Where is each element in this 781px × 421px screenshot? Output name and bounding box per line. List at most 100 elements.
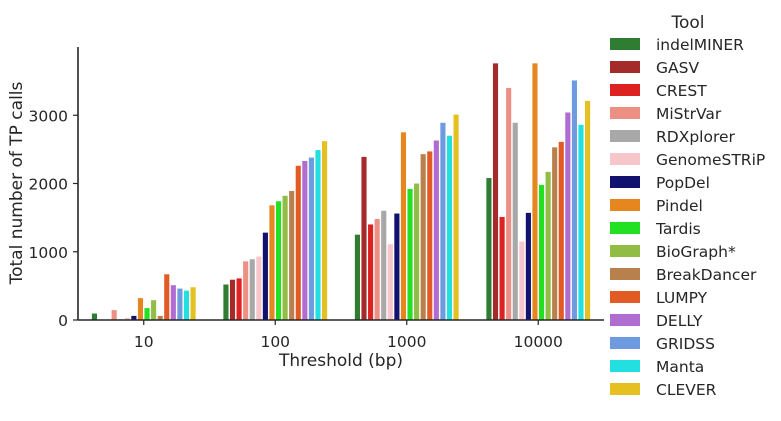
x-axis-label: Threshold (bp) (278, 351, 403, 371)
y-axis-label: Total number of TP calls (7, 81, 27, 285)
legend-label: Pindel (656, 197, 703, 215)
bar-lumpy-10000 (558, 141, 564, 320)
legend-swatch (610, 222, 640, 234)
bar-popdel-1000 (394, 213, 400, 320)
bar-gridss-1000 (440, 122, 446, 320)
bar-pindel-10 (137, 298, 144, 320)
x-tick-label: 10000 (514, 333, 563, 351)
x-tick-label: 1000 (387, 333, 426, 351)
bar-biograph--10 (151, 300, 157, 320)
bar-lumpy-10 (164, 274, 170, 320)
bar-tardis-1000 (407, 188, 413, 320)
legend-label: Tardis (655, 220, 701, 238)
legend-label: GenomeSTRiP (656, 151, 765, 169)
bar-breakdancer-1000 (420, 154, 426, 320)
bar-manta-100 (315, 150, 321, 320)
bar-breakdancer-10000 (552, 147, 558, 320)
legend-swatch (610, 176, 640, 188)
bar-clever-100 (322, 141, 328, 320)
bar-tardis-10000 (538, 184, 545, 320)
bar-crest-100 (236, 278, 242, 320)
bar-clever-1000 (453, 114, 459, 320)
y-ticks-layer: 0 1000 2000 3000 (29, 107, 78, 330)
bar-genomestrip-10 (124, 317, 130, 320)
legend-swatch (610, 314, 640, 326)
bar-indelminer-1000 (354, 234, 360, 320)
bar-breakdancer-10 (157, 315, 163, 320)
bar-rdxplorer-100 (249, 259, 255, 320)
bar-delly-1000 (433, 140, 439, 320)
x-ticks-layer: 10 100 1000 10000 (134, 320, 563, 351)
bar-pindel-10000 (532, 63, 538, 320)
bar-mistrvar-1000 (374, 218, 380, 320)
legend-label: Manta (656, 358, 704, 376)
legend-label: BioGraph* (656, 243, 736, 261)
bar-mistrvar-100 (243, 261, 249, 320)
bar-lumpy-100 (295, 165, 301, 320)
bar-gasv-1000 (361, 156, 367, 320)
legend: indelMINER GASV CREST MiStrVar RDXplorer Geno… (610, 36, 765, 399)
bar-pindel-1000 (400, 132, 407, 320)
legend-swatch (610, 337, 640, 349)
bar-rdxplorer-1000 (381, 210, 387, 320)
bar-genomestrip-1000 (387, 244, 393, 320)
bar-indelminer-10 (91, 313, 97, 320)
bar-gridss-10000 (571, 80, 577, 320)
bar-manta-10000 (578, 124, 584, 320)
legend-swatch (610, 107, 640, 119)
bar-gridss-10 (177, 288, 183, 320)
legend-swatch (610, 268, 640, 280)
bar-indelminer-10000 (486, 178, 492, 320)
legend-label: LUMPY (656, 289, 708, 307)
legend-label: GRIDSS (656, 335, 715, 353)
legend-swatch (610, 383, 640, 395)
bar-tardis-10 (144, 308, 150, 320)
legend-swatch (610, 360, 640, 372)
legend-label: CREST (656, 82, 707, 100)
bar-biograph--100 (282, 195, 288, 320)
legend-swatch (610, 153, 640, 165)
bar-clever-10000 (585, 100, 591, 320)
bar-gridss-100 (308, 157, 314, 320)
bar-genomestrip-100 (256, 256, 262, 320)
bar-manta-10 (183, 290, 190, 320)
legend-swatch (610, 291, 640, 303)
bar-gasv-10000 (492, 63, 499, 320)
legend-label: DELLY (656, 312, 703, 330)
bar-crest-1000 (368, 224, 374, 320)
x-tick-label: 10 (134, 333, 154, 351)
legend-swatch (610, 61, 640, 73)
legend-swatch (610, 38, 640, 50)
bar-popdel-10 (131, 315, 137, 320)
bar-delly-100 (302, 160, 308, 320)
bar-popdel-10000 (525, 212, 531, 320)
legend-label: indelMINER (656, 36, 744, 54)
legend-label: CLEVER (656, 381, 717, 399)
bar-biograph--10000 (545, 171, 551, 320)
legend-label: BreakDancer (656, 266, 757, 284)
bar-mistrvar-10000 (506, 87, 512, 320)
bar-biograph--1000 (414, 183, 420, 320)
bar-mistrvar-10 (111, 310, 117, 320)
y-tick-label: 0 (58, 312, 68, 330)
bar-delly-10000 (565, 112, 571, 321)
bar-popdel-100 (262, 232, 268, 320)
bar-tardis-100 (275, 201, 282, 320)
legend-swatch (610, 199, 640, 211)
bar-gasv-100 (229, 279, 236, 320)
bar-lumpy-1000 (427, 151, 433, 320)
bar-indelminer-100 (223, 284, 229, 320)
legend-label: GASV (656, 59, 699, 77)
bar-rdxplorer-10000 (512, 122, 518, 320)
bars-layer (91, 63, 591, 321)
y-tick-label: 2000 (29, 176, 68, 194)
bar-breakdancer-100 (289, 191, 295, 320)
bar-crest-10000 (499, 216, 505, 320)
bar-clever-10 (190, 287, 196, 320)
y-tick-label: 3000 (29, 107, 68, 125)
legend-swatch (610, 84, 640, 96)
bar-genomestrip-10000 (519, 241, 525, 320)
legend-label: PopDel (656, 174, 710, 192)
